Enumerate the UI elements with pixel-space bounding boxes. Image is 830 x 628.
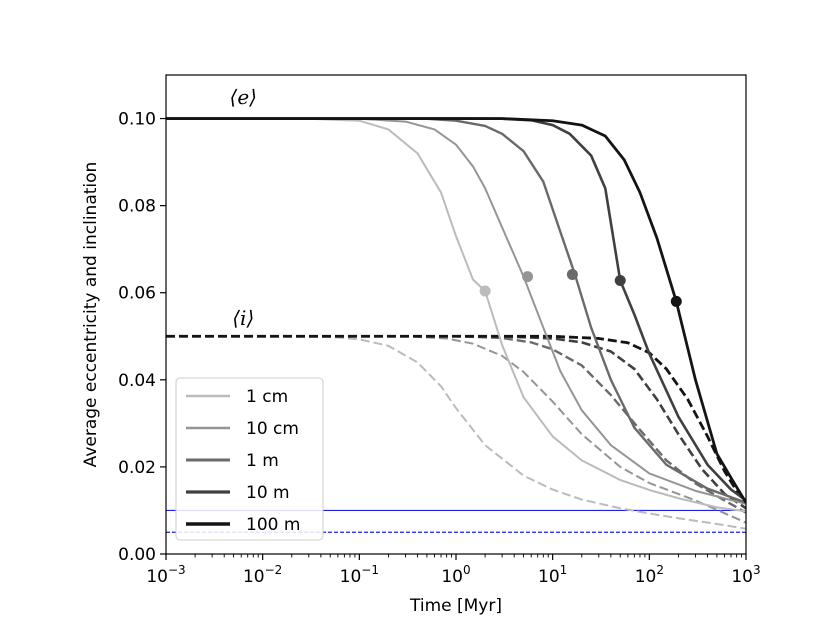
inclination-line-1cm (166, 335, 746, 530)
inclination-line-10cm (166, 335, 746, 524)
y-axis-title: Average eccentricity and inclination (81, 162, 101, 468)
y-tick-label: 0.08 (118, 197, 156, 217)
inclination-line-1m (166, 335, 746, 514)
legend: 1 cm 10 cm 1 m 10 m 100 m (175, 377, 324, 541)
x-tick-label: 103 (731, 563, 760, 587)
marker-point-1cm (479, 285, 491, 297)
x-tick-label: 101 (538, 563, 567, 587)
legend-box (175, 377, 324, 541)
x-tick-label: 10−1 (340, 563, 379, 587)
marker-point-100m (670, 295, 682, 307)
x-tick-label: 100 (441, 563, 470, 587)
inclination-line-10m (166, 334, 746, 510)
x-tick-label: 10−3 (146, 563, 185, 587)
x-tick-label: 10−2 (243, 563, 282, 587)
marker-point-1m (566, 268, 578, 280)
eccentricity-line-10cm (166, 117, 746, 505)
y-tick-label: 0.10 (118, 110, 156, 130)
y-tick-label: 0.04 (118, 371, 156, 391)
x-tick-label: 102 (635, 563, 664, 587)
legend-label-100m: 100 m (246, 515, 300, 535)
legend-label-1cm: 1 cm (246, 387, 288, 407)
legend-label-10m: 10 m (246, 483, 290, 503)
marker-point-10m (614, 275, 626, 287)
marker-point-10cm (522, 271, 534, 283)
annotation-e: ⟨e⟩ (230, 85, 257, 109)
eccentricity-line-100m (166, 117, 746, 504)
y-tick-label: 0.06 (118, 284, 156, 304)
y-tick-label: 0.00 (118, 545, 156, 565)
x-axis-title: Time [Myr] (409, 596, 502, 616)
legend-label-1m: 1 m (246, 451, 279, 471)
y-tick-label: 0.02 (118, 458, 156, 478)
legend-label-10cm: 10 cm (246, 419, 299, 439)
annotation-i: ⟨i⟩ (232, 306, 254, 330)
inclination-line-100m (166, 334, 746, 504)
